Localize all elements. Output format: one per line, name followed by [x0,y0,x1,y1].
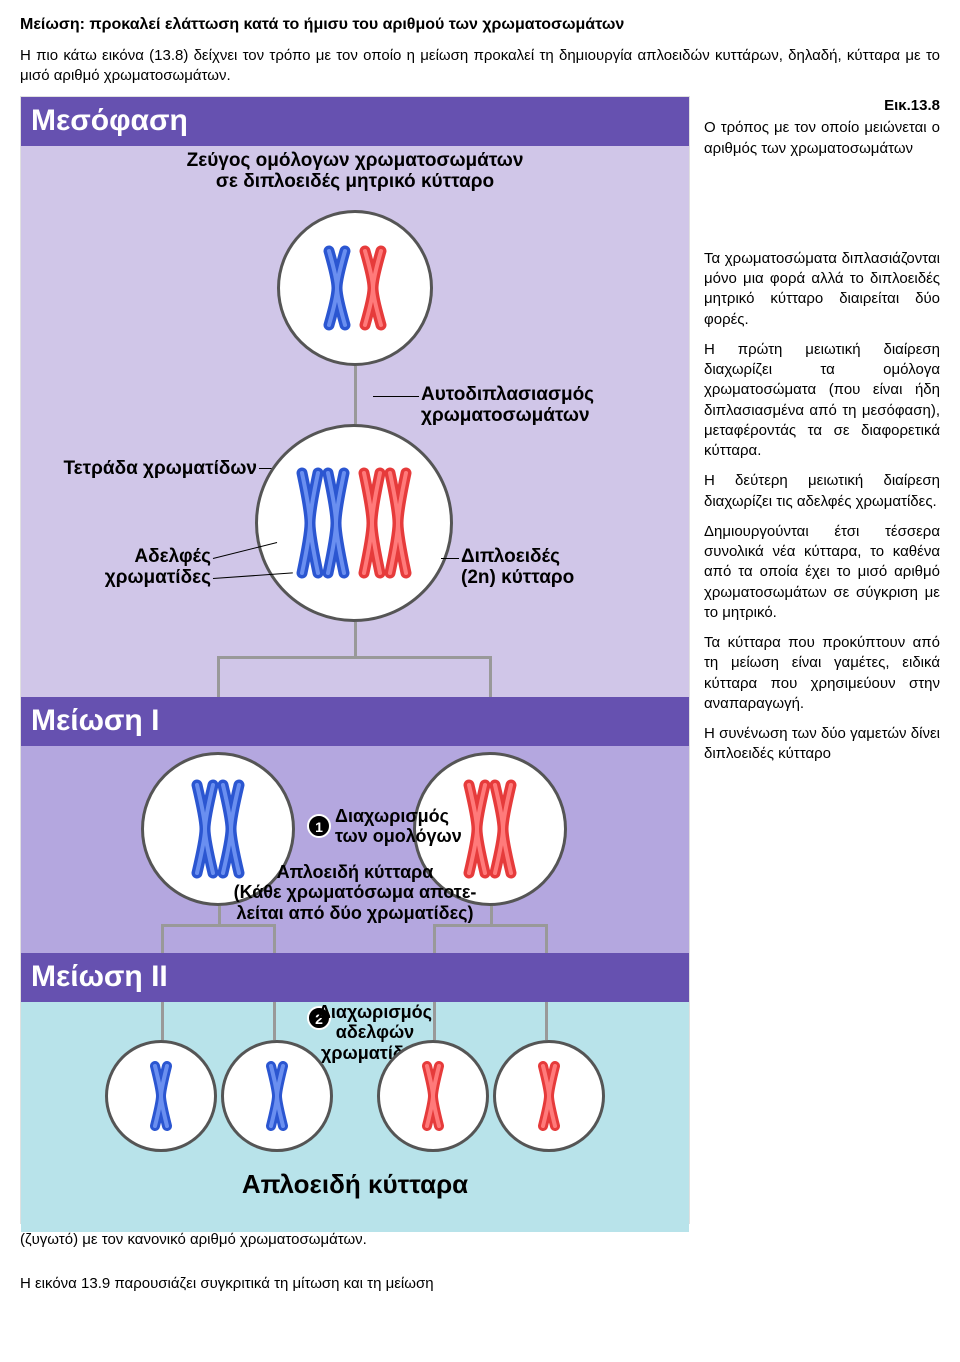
chromosome-icon [323,245,351,331]
intro-text: Η πιο κάτω εικόνα (13.8) δείχνει τον τρό… [20,46,940,87]
bottom-wrap-line: (ζυγωτό) με τον κανονικό αριθμό χρωματοσ… [20,1230,940,1250]
figure-caption: Ο τρόπος με τον οποίο μειώνεται ο αριθμό… [704,118,940,159]
chromosome-pair-icon [358,467,412,579]
chromosome-icon [359,245,387,331]
para-2: Η πρώτη μειωτική διαίρεση διαχωρίζει τα … [704,340,940,462]
cell-gamete-red-2 [493,1040,605,1152]
label-haploid-bottom: Απλοειδή κύτταρα [21,1170,689,1200]
figure-number: Εικ.13.8 [704,96,940,116]
para-6: Η συνένωση των δύο γαμετών δίνει διπλοει… [704,724,940,765]
label-tetrad: Τετράδα χρωματίδων [27,458,257,480]
cell-diploid-duplicated [255,424,453,622]
para-3: Η δεύτερη μειωτική διαίρεση διαχωρίζει τ… [704,471,940,512]
cell-gamete-red-1 [377,1040,489,1152]
footer-note: Η εικόνα 13.9 παρουσιάζει συγκριτικά τη … [20,1274,940,1294]
label-sep-homologous: Διαχωρισμός των ομολόγων [335,806,462,847]
cell-gamete-blue-2 [221,1040,333,1152]
phase-header-interphase: Μεσόφαση [21,97,689,146]
phase-header-meiosis2: Μείωση ΙΙ [21,953,689,1002]
para-1: Τα χρωματοσώματα διπλασιάζονται μόνο μια… [704,249,940,330]
page-title: Μείωση: προκαλεί ελάττωση κατά το ήμισυ … [20,14,940,36]
chromatid-icon [537,1060,561,1132]
chromosome-pair-icon [296,467,350,579]
para-5: Τα κύτταρα που προκύπτουν από τη μείωση … [704,633,940,714]
phase-header-meiosis1: Μείωση Ι [21,697,689,746]
label-pair-homologous: Ζεύγος ομόλογων χρωματοσωμάτων σε διπλοε… [21,150,689,194]
meiosis-diagram: Μεσόφαση Ζεύγος ομόλογων χρωματοσωμάτων … [20,96,690,1224]
label-sister-chromatids: Αδελφές χρωματίδες [27,546,211,590]
label-haploid-top: Απλοειδή κύτταρα (Κάθε χρωματόσωμα αποτε… [171,862,539,924]
chromatid-icon [421,1060,445,1132]
cell-diploid-parent [277,210,433,366]
label-diploid-cell: Διπλοειδές (2n) κύτταρο [461,546,574,590]
step-badge-1: 1 [307,814,331,838]
chromatid-icon [265,1060,289,1132]
para-4: Δημιουργούνται έτσι τέσσερα συνολικά νέα… [704,522,940,623]
label-autoduplication: Αυτοδιπλασιασμός χρωματοσωμάτων [421,384,594,428]
cell-gamete-blue-1 [105,1040,217,1152]
chromatid-icon [149,1060,173,1132]
